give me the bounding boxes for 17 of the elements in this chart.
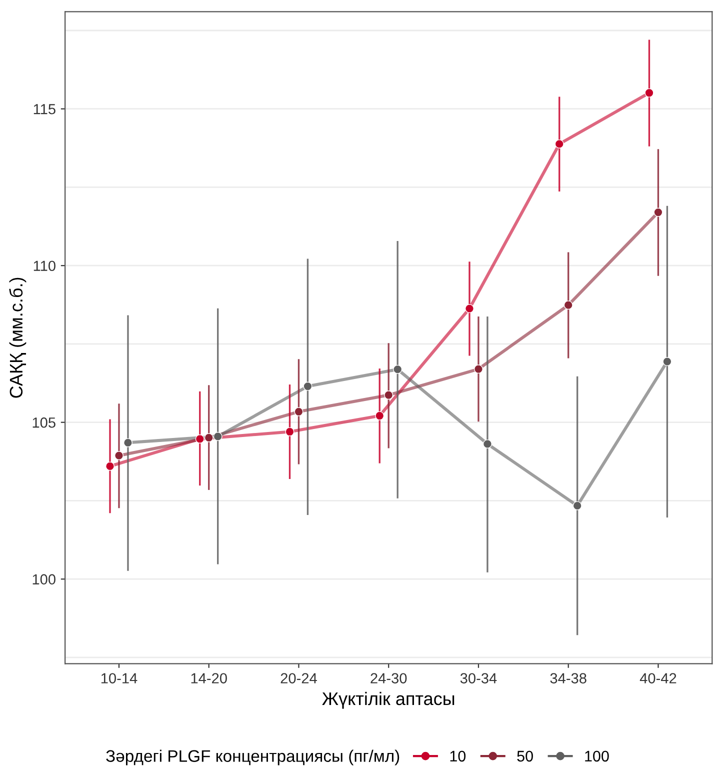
x-tick-label: 10-14 <box>101 673 138 684</box>
y-tick-label: 115 <box>34 104 56 114</box>
y-tick-label: 110 <box>34 260 56 272</box>
y-tick-label: 100 <box>32 574 56 584</box>
legend-label: 50 <box>517 750 533 762</box>
x-tick-label: 34-38 <box>550 673 586 684</box>
y-axis-title: САҚҚ (мм.с.б.) <box>9 278 26 398</box>
x-tick-label: 14-20 <box>191 673 227 684</box>
legend-label: 100 <box>585 750 609 762</box>
x-tick-label: 24-30 <box>370 673 407 684</box>
y-tick-label: 105 <box>32 417 56 428</box>
x-axis-title: Жүктілік аптасы <box>322 692 454 709</box>
legend-title: Зәрдегі PLGF концентрациясы (пг/мл) <box>106 750 400 766</box>
x-tick-label: 40-42 <box>640 673 676 684</box>
legend-label: 10 <box>450 750 466 762</box>
x-tick-label: 20-24 <box>280 673 317 684</box>
x-tick-label: 30-34 <box>460 673 497 684</box>
